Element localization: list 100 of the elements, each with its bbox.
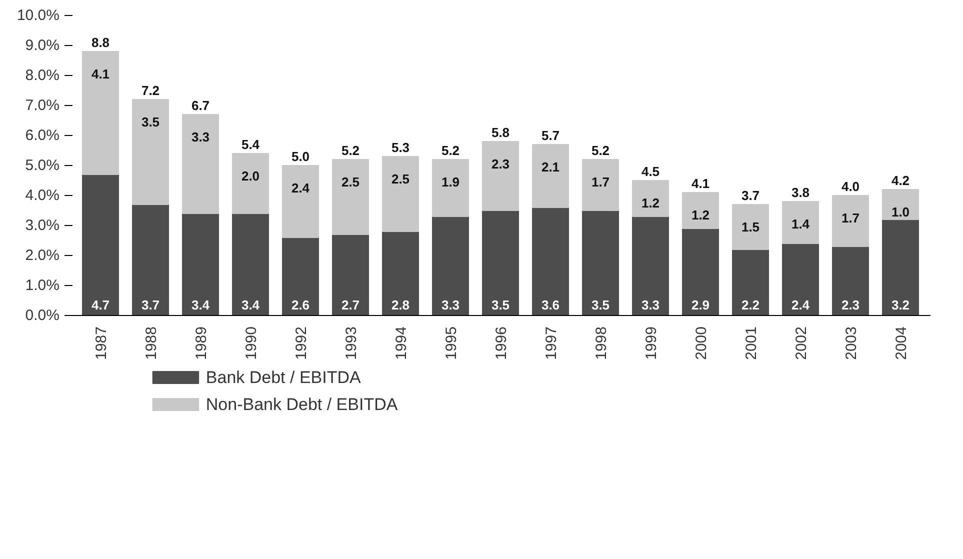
total-label: 3.7 <box>741 188 760 203</box>
data-label: 3.5 <box>591 298 610 312</box>
total-label: 5.0 <box>291 149 310 164</box>
data-label: 2.3 <box>841 298 860 312</box>
bar <box>432 159 469 217</box>
data-label: 2.5 <box>341 174 360 190</box>
x-tick-label: 1988 <box>143 326 160 360</box>
data-label: 1.4 <box>791 216 810 232</box>
bar <box>282 237 319 316</box>
bar <box>182 114 219 214</box>
bar <box>382 231 419 316</box>
total-label: 4.0 <box>841 179 860 194</box>
data-label: 4.1 <box>91 66 110 82</box>
data-label: 1.7 <box>591 174 610 190</box>
data-label: 1.7 <box>841 210 860 226</box>
x-tick-label: 2002 <box>793 326 810 360</box>
data-label: 3.7 <box>141 298 160 312</box>
bar <box>82 51 119 175</box>
y-tick-label: 2.0% <box>25 247 60 264</box>
bar <box>632 216 669 316</box>
total-label: 5.2 <box>441 143 460 158</box>
total-label: 5.2 <box>591 143 610 158</box>
data-label: 2.4 <box>291 180 310 196</box>
total-label: 5.7 <box>541 128 560 143</box>
x-tick-label: 1999 <box>643 326 660 360</box>
data-label: 3.2 <box>891 298 910 312</box>
total-label: 5.4 <box>241 137 260 152</box>
total-label: 6.7 <box>191 98 210 113</box>
data-label: 3.5 <box>141 114 160 130</box>
bar <box>532 207 569 316</box>
data-label: 4.7 <box>91 298 110 312</box>
data-label: 1.2 <box>641 196 660 210</box>
total-label: 4.1 <box>691 176 710 191</box>
total-label: 8.8 <box>91 35 110 50</box>
bar <box>732 204 769 250</box>
y-tick-label: 0.0% <box>25 307 60 324</box>
total-label: 4.5 <box>641 164 660 179</box>
bar <box>232 213 269 316</box>
data-label: 1.0 <box>891 204 910 220</box>
total-label: 5.8 <box>491 125 510 140</box>
bar <box>832 195 869 247</box>
bar <box>132 99 169 205</box>
x-tick-label: 1996 <box>493 326 510 360</box>
data-label: 3.3 <box>191 130 210 144</box>
total-label: 5.2 <box>341 143 360 158</box>
x-tick-label: 1990 <box>243 326 260 360</box>
bar <box>832 246 869 316</box>
bar <box>132 204 169 316</box>
y-tick-label: 8.0% <box>25 67 60 84</box>
data-label: 2.2 <box>741 298 760 312</box>
bar <box>732 249 769 316</box>
bar <box>882 219 919 316</box>
data-label: 2.7 <box>341 298 360 312</box>
data-label: 2.8 <box>391 298 410 312</box>
y-tick-label: 3.0% <box>25 217 60 234</box>
bar <box>332 234 369 316</box>
bar <box>782 201 819 244</box>
data-label: 2.5 <box>391 172 410 186</box>
total-label: 4.2 <box>891 173 910 188</box>
bar <box>782 243 819 316</box>
x-tick-label: 2000 <box>693 326 710 360</box>
data-label: 2.0 <box>241 168 260 184</box>
bar <box>82 174 119 316</box>
data-label: 1.5 <box>741 220 760 234</box>
y-tick-label: 4.0% <box>25 187 60 204</box>
bar <box>482 141 519 211</box>
data-label: 3.4 <box>241 298 260 312</box>
bar <box>682 192 719 229</box>
x-tick-label: 1987 <box>93 326 110 360</box>
bar <box>582 210 619 316</box>
x-tick-label: 1997 <box>543 326 560 360</box>
data-label: 1.2 <box>691 208 710 222</box>
data-label: 3.3 <box>441 298 460 312</box>
x-tick-label: 1995 <box>443 326 460 360</box>
data-label: 3.4 <box>191 298 210 312</box>
bar <box>232 153 269 214</box>
data-label: 3.6 <box>541 298 560 312</box>
bar <box>182 213 219 316</box>
y-tick-label: 7.0% <box>25 97 60 114</box>
x-tick-label: 2004 <box>893 326 910 360</box>
data-label: 2.3 <box>491 156 510 172</box>
bar <box>532 144 569 208</box>
bar <box>432 216 469 316</box>
data-label: 3.3 <box>641 298 660 312</box>
x-tick-label: 2003 <box>843 326 860 360</box>
legend-label: Non-Bank Debt / EBITDA <box>206 395 398 414</box>
y-tick-label: 6.0% <box>25 127 60 144</box>
bar <box>632 180 669 217</box>
total-label: 3.8 <box>791 185 810 200</box>
total-label: 5.3 <box>391 140 410 155</box>
x-tick-label: 1994 <box>393 326 410 360</box>
y-tick-label: 9.0% <box>25 37 60 54</box>
x-tick-label: 1992 <box>293 326 310 360</box>
total-label: 7.2 <box>141 83 160 98</box>
bar <box>482 210 519 316</box>
y-tick-label: 10.0% <box>16 7 60 24</box>
x-tick-label: 2001 <box>743 326 760 360</box>
data-label: 3.5 <box>491 298 510 312</box>
data-label: 1.9 <box>441 174 460 190</box>
x-tick-label: 1989 <box>193 326 210 360</box>
